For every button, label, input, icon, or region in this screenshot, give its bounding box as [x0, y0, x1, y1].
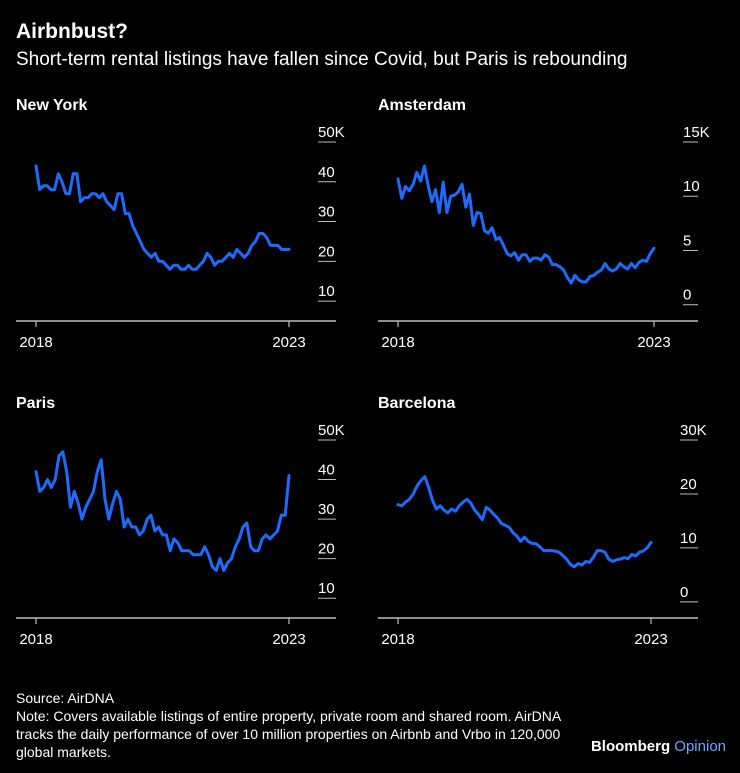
barcelona-y-tick-label: 10 — [680, 530, 697, 547]
new-york-y-tick-label: 40 — [318, 164, 335, 181]
paris-y-tick-label: 50K — [318, 422, 345, 439]
chart-title: Airbnbust? — [16, 20, 128, 43]
brand-name: Bloomberg — [590, 738, 671, 755]
chart-subtitle: Short-term rental listings have fallen s… — [16, 49, 628, 70]
new-york-y-tick-label: 10 — [318, 283, 335, 300]
barcelona-y-tick-label: 20 — [680, 476, 697, 493]
paris-x-tick-label: 2018 — [19, 631, 52, 648]
brand-logo: Bloomberg Opinion — [591, 738, 726, 755]
paris-y-tick-label: 40 — [318, 462, 335, 479]
amsterdam-y-tick-label: 5 — [683, 232, 691, 249]
paris-series-line — [34, 450, 291, 572]
panel-title-amsterdam: Amsterdam — [378, 97, 467, 114]
small-multiples-chart: 10 20 30 40 50K 2018 2023 0 5 10 15K 2018 2023 10 20 30… — [16, 124, 710, 648]
brand-suffix: Opinion — [674, 738, 726, 755]
new-york-series-line — [34, 164, 291, 271]
paris-y-tick-label: 20 — [318, 541, 335, 558]
barcelona-y-tick-label: 0 — [680, 584, 688, 601]
new-york-x-tick-label: 2023 — [272, 334, 305, 351]
paris-y-tick-label: 10 — [318, 580, 335, 597]
barcelona-x-tick-label: 2023 — [634, 631, 667, 648]
footer: Source: AirDNA Note: Covers available li… — [16, 689, 576, 761]
amsterdam-x-tick-label: 2018 — [381, 334, 414, 351]
methodology-note: Note: Covers available listings of entir… — [16, 708, 561, 760]
new-york-y-tick-label: 20 — [318, 243, 335, 260]
new-york-y-tick-label: 50K — [318, 124, 345, 141]
new-york-y-tick-label: 30 — [318, 204, 335, 221]
amsterdam-y-tick-label: 10 — [683, 178, 700, 195]
paris-y-tick-label: 30 — [318, 501, 335, 518]
panel-title-paris: Paris — [16, 395, 56, 412]
amsterdam-y-tick-label: 0 — [683, 287, 691, 304]
paris-x-tick-label: 2023 — [272, 631, 305, 648]
panel-title-barcelona: Barcelona — [378, 395, 456, 412]
amsterdam-x-tick-label: 2023 — [637, 334, 670, 351]
new-york-x-tick-label: 2018 — [19, 334, 52, 351]
source-note: Source: AirDNA — [16, 690, 115, 706]
barcelona-y-tick-label: 30K — [680, 422, 707, 439]
amsterdam-y-tick-label: 15K — [683, 124, 710, 141]
panel-title-new-york: New York — [16, 97, 88, 114]
barcelona-x-tick-label: 2018 — [381, 631, 414, 648]
barcelona-series-line — [396, 475, 653, 569]
amsterdam-series-line — [396, 164, 656, 285]
